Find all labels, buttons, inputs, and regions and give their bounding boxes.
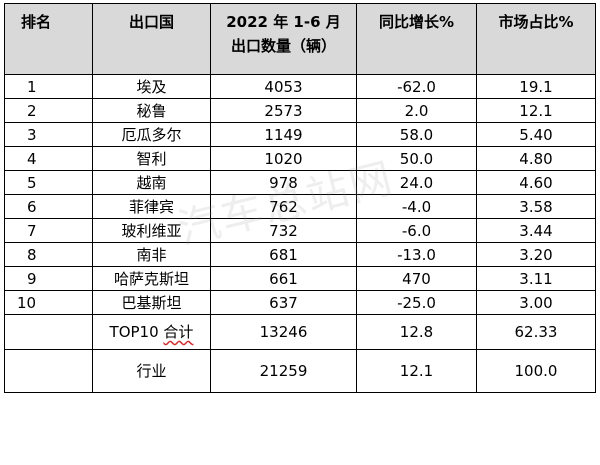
table-row: 10 巴基斯坦 637 -25.0 3.00 <box>4 290 596 315</box>
top10-label-prefix: TOP10 <box>109 323 164 341</box>
table-row: 3 厄瓜多尔 1149 58.0 5.40 <box>4 122 596 147</box>
volume-cell: 732 <box>210 218 357 243</box>
top10-yoy-cell: 12.8 <box>356 314 477 350</box>
share-cell: 5.40 <box>476 122 596 147</box>
country-cell: 玻利维亚 <box>92 218 211 243</box>
header-volume-line1: 2022 年 1-6 月 <box>226 13 341 31</box>
top10-share-cell: 62.33 <box>476 314 596 350</box>
header-yoy: 同比增长% <box>356 3 477 75</box>
table-row: 9 哈萨克斯坦 661 470 3.11 <box>4 266 596 291</box>
yoy-cell: 2.0 <box>356 98 477 123</box>
rank-cell: 1 <box>4 74 93 99</box>
export-ranking-table: 排名 出口国 2022 年 1-6 月 出口数量（辆） 同比增长% 市场占比% … <box>4 3 596 393</box>
rank-cell: 10 <box>4 290 93 315</box>
share-cell: 4.60 <box>476 170 596 195</box>
top10-volume-cell: 13246 <box>210 314 357 350</box>
industry-total-row: 行业 21259 12.1 100.0 <box>4 349 596 393</box>
yoy-cell: -13.0 <box>356 242 477 267</box>
country-cell: 埃及 <box>92 74 211 99</box>
volume-cell: 1020 <box>210 146 357 171</box>
yoy-cell: 470 <box>356 266 477 291</box>
top10-label: TOP10 合计 <box>110 323 194 341</box>
country-cell: 厄瓜多尔 <box>92 122 211 147</box>
yoy-cell: -6.0 <box>356 218 477 243</box>
volume-cell: 2573 <box>210 98 357 123</box>
table-row: 7 玻利维亚 732 -6.0 3.44 <box>4 218 596 243</box>
yoy-cell: -62.0 <box>356 74 477 99</box>
country-cell: 菲律宾 <box>92 194 211 219</box>
share-cell: 19.1 <box>476 74 596 99</box>
volume-cell: 762 <box>210 194 357 219</box>
yoy-cell: 58.0 <box>356 122 477 147</box>
header-share: 市场占比% <box>476 3 596 75</box>
table-row: 6 菲律宾 762 -4.0 3.58 <box>4 194 596 219</box>
volume-cell: 637 <box>210 290 357 315</box>
rank-cell: 4 <box>4 146 93 171</box>
table-row: 1 埃及 4053 -62.0 19.1 <box>4 74 596 99</box>
yoy-cell: -25.0 <box>356 290 477 315</box>
table-row: 4 智利 1020 50.0 4.80 <box>4 146 596 171</box>
header-volume-line2: 出口数量（辆） <box>230 37 336 55</box>
share-cell: 12.1 <box>476 98 596 123</box>
country-cell: 巴基斯坦 <box>92 290 211 315</box>
header-row: 排名 出口国 2022 年 1-6 月 出口数量（辆） 同比增长% 市场占比% <box>4 3 596 75</box>
share-cell: 4.80 <box>476 146 596 171</box>
country-cell: 哈萨克斯坦 <box>92 266 211 291</box>
volume-cell: 1149 <box>210 122 357 147</box>
yoy-cell: 24.0 <box>356 170 477 195</box>
top10-label-cell: TOP10 合计 <box>92 314 211 350</box>
yoy-cell: -4.0 <box>356 194 477 219</box>
country-cell: 秘鲁 <box>92 98 211 123</box>
rank-cell: 5 <box>4 170 93 195</box>
share-cell: 3.20 <box>476 242 596 267</box>
table-row: 8 南非 681 -13.0 3.20 <box>4 242 596 267</box>
rank-cell: 2 <box>4 98 93 123</box>
rank-cell: 6 <box>4 194 93 219</box>
industry-volume-cell: 21259 <box>210 349 357 393</box>
volume-cell: 4053 <box>210 74 357 99</box>
share-cell: 3.00 <box>476 290 596 315</box>
table-row: 5 越南 978 24.0 4.60 <box>4 170 596 195</box>
country-cell: 南非 <box>92 242 211 267</box>
share-cell: 3.44 <box>476 218 596 243</box>
top10-total-row: TOP10 合计 13246 12.8 62.33 <box>4 314 596 350</box>
share-cell: 3.11 <box>476 266 596 291</box>
volume-cell: 661 <box>210 266 357 291</box>
header-volume: 2022 年 1-6 月 出口数量（辆） <box>210 3 357 75</box>
volume-cell: 978 <box>210 170 357 195</box>
top10-empty-cell <box>4 314 93 350</box>
rank-cell: 7 <box>4 218 93 243</box>
country-cell: 智利 <box>92 146 211 171</box>
yoy-cell: 50.0 <box>356 146 477 171</box>
industry-label-cell: 行业 <box>92 349 211 393</box>
table-row: 2 秘鲁 2573 2.0 12.1 <box>4 98 596 123</box>
industry-yoy-cell: 12.1 <box>356 349 477 393</box>
country-cell: 越南 <box>92 170 211 195</box>
industry-share-cell: 100.0 <box>476 349 596 393</box>
rank-cell: 8 <box>4 242 93 267</box>
top10-label-suffix: 合计 <box>163 323 194 341</box>
rank-cell: 3 <box>4 122 93 147</box>
industry-empty-cell <box>4 349 93 393</box>
rank-cell: 9 <box>4 266 93 291</box>
header-rank: 排名 <box>4 3 93 75</box>
share-cell: 3.58 <box>476 194 596 219</box>
header-country: 出口国 <box>92 3 211 75</box>
volume-cell: 681 <box>210 242 357 267</box>
